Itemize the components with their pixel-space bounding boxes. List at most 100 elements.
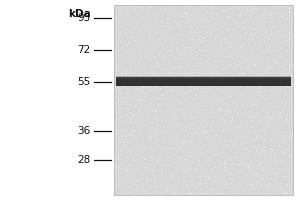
Point xyxy=(257,176,262,180)
Point xyxy=(156,188,161,191)
Point xyxy=(272,40,276,44)
Point xyxy=(205,137,210,140)
Point xyxy=(284,123,288,126)
Point xyxy=(138,59,142,63)
Point xyxy=(236,85,241,88)
Point xyxy=(250,131,255,135)
Point xyxy=(181,126,185,129)
Point xyxy=(117,112,122,115)
Point xyxy=(234,180,239,183)
Point xyxy=(116,115,121,119)
Point xyxy=(118,21,122,24)
Point xyxy=(269,52,274,55)
Point xyxy=(270,124,275,128)
Point xyxy=(117,86,122,89)
Point xyxy=(179,134,184,137)
Point xyxy=(140,85,145,88)
Point xyxy=(218,97,223,101)
Point xyxy=(272,184,277,187)
Point xyxy=(260,129,265,132)
Point xyxy=(285,175,290,178)
Point xyxy=(216,121,221,124)
Point xyxy=(128,120,132,124)
Point xyxy=(138,156,143,159)
Point xyxy=(232,55,237,58)
Point xyxy=(172,111,176,114)
Point xyxy=(149,186,154,189)
Point xyxy=(223,55,227,58)
Point xyxy=(200,53,205,56)
Point xyxy=(208,153,213,157)
Point xyxy=(136,182,141,185)
Point xyxy=(279,37,284,40)
Point xyxy=(189,38,194,41)
Point xyxy=(199,54,203,57)
Point xyxy=(236,70,241,73)
Point xyxy=(280,177,285,180)
Point xyxy=(281,93,286,96)
Point xyxy=(286,146,291,149)
Point xyxy=(223,180,228,183)
Point xyxy=(267,102,272,105)
Point xyxy=(178,122,182,125)
Point xyxy=(180,131,184,135)
Point xyxy=(160,19,164,22)
Point xyxy=(266,118,271,121)
Point xyxy=(280,142,284,145)
Point xyxy=(173,172,178,175)
Point xyxy=(176,106,181,109)
Point xyxy=(133,156,137,159)
Point xyxy=(116,155,121,158)
Point xyxy=(189,68,194,72)
Point xyxy=(164,72,168,76)
Point xyxy=(249,70,254,74)
Point xyxy=(169,171,173,174)
Point xyxy=(253,7,258,10)
Point xyxy=(244,34,248,37)
Point xyxy=(143,73,148,77)
Point xyxy=(180,124,184,128)
Point xyxy=(148,80,152,83)
Point xyxy=(234,68,239,71)
Point xyxy=(242,72,247,76)
Point xyxy=(128,135,133,138)
Point xyxy=(285,139,290,142)
Point xyxy=(186,9,191,12)
Point xyxy=(139,15,144,19)
Point xyxy=(283,132,288,135)
Point xyxy=(231,78,236,81)
Point xyxy=(271,108,275,111)
Point xyxy=(176,97,181,100)
Point xyxy=(195,182,200,185)
Point xyxy=(210,76,215,79)
Point xyxy=(166,83,170,86)
Point xyxy=(221,185,226,188)
Point xyxy=(141,87,146,90)
Point xyxy=(158,170,163,173)
Point xyxy=(193,30,197,34)
Point xyxy=(188,98,193,102)
Point xyxy=(113,133,118,137)
Point xyxy=(188,6,193,9)
Point xyxy=(225,131,230,134)
Point xyxy=(238,119,243,123)
Point xyxy=(228,70,233,73)
Point xyxy=(170,66,175,70)
Point xyxy=(222,154,226,158)
Point xyxy=(256,126,260,130)
Point xyxy=(259,131,264,134)
Point xyxy=(178,152,183,155)
Point xyxy=(246,109,250,112)
Point xyxy=(114,73,119,76)
Point xyxy=(258,125,262,129)
Point xyxy=(240,146,244,150)
Point xyxy=(123,59,128,62)
Point xyxy=(281,192,286,195)
Point xyxy=(189,33,194,36)
Point xyxy=(283,116,288,119)
Point xyxy=(141,165,146,168)
Point xyxy=(167,54,172,57)
Point xyxy=(196,64,201,67)
Point xyxy=(196,89,201,92)
Point xyxy=(122,38,127,41)
